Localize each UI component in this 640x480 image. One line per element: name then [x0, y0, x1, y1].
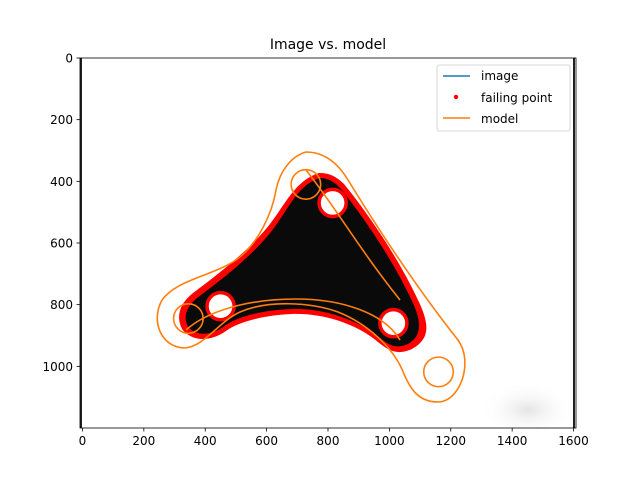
model-inner-arc: [185, 298, 401, 341]
legend-failing-point-marker: [453, 94, 459, 100]
x-tick-label-200: 200: [132, 434, 155, 448]
legend-box: [436, 64, 571, 132]
legend: image failing point model: [436, 64, 571, 132]
x-tick-label-800: 800: [317, 434, 340, 448]
model-right-line: [305, 169, 401, 301]
x-tick-label-400: 400: [194, 434, 217, 448]
y-tick-label-200: 200: [50, 113, 73, 127]
x-tick-label-1000: 1000: [374, 434, 405, 448]
model-hole-2: [172, 302, 204, 335]
model-hole-3: [422, 356, 455, 388]
model-holes: [172, 168, 455, 388]
y-axis-ticks: 0 200 400 600 800 1000: [42, 52, 80, 374]
legend-failing-point-label: failing point: [481, 91, 553, 105]
image-smudge: [480, 382, 576, 428]
x-tick-label-600: 600: [255, 434, 278, 448]
image-hole-2: [205, 290, 236, 322]
image-left-edge: [80, 58, 82, 428]
model-hole-1: [290, 168, 322, 200]
legend-model-label: model: [481, 112, 518, 126]
chart-title: Image vs. model: [270, 37, 386, 53]
x-tick-label-0: 0: [79, 434, 87, 448]
y-tick-label-400: 400: [50, 175, 73, 189]
y-tick-label-0: 0: [65, 52, 73, 66]
legend-image-label: image: [481, 69, 518, 83]
image-hole-3: [378, 307, 409, 339]
y-tick-label-600: 600: [50, 237, 73, 251]
x-tick-label-1400: 1400: [497, 434, 528, 448]
x-tick-label-1200: 1200: [435, 434, 466, 448]
model-outline: [156, 151, 466, 403]
y-tick-label-800: 800: [50, 298, 73, 312]
x-tick-label-1600: 1600: [558, 434, 589, 448]
image-right-edge: [573, 58, 575, 428]
y-tick-label-1000: 1000: [42, 360, 73, 374]
x-axis-ticks: 0 200 400 600 800 1000 1200 1400 1600: [79, 428, 589, 448]
